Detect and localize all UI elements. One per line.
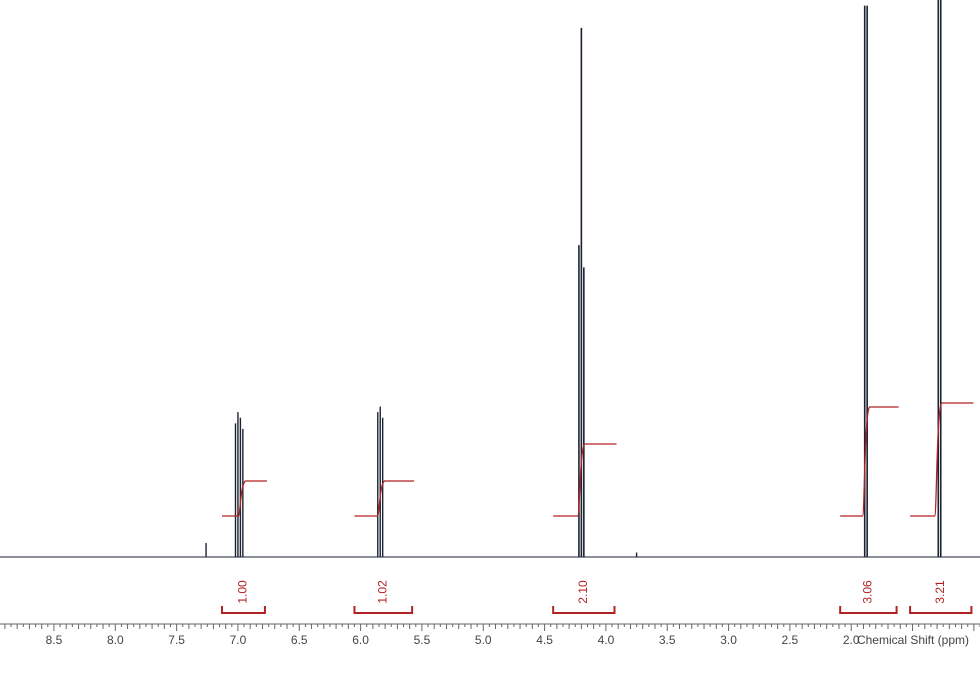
- x-tick-label: 7.5: [168, 633, 185, 647]
- integral-curve: [354, 480, 415, 517]
- integral-bracket: [552, 606, 616, 614]
- integral-value-label: 1.00: [236, 580, 250, 604]
- integral-value-label: 3.06: [861, 580, 875, 604]
- x-tick-label: 4.0: [598, 633, 615, 647]
- integral-bracket: [353, 606, 414, 614]
- x-tick-label: 6.5: [291, 633, 308, 647]
- integral-bracket: [221, 606, 266, 614]
- x-tick-label: 6.0: [352, 633, 369, 647]
- x-tick-label: 7.0: [230, 633, 247, 647]
- x-tick-label: 5.0: [475, 633, 492, 647]
- integrals-layer: 1.00 1.02 2.10 3.06 3.21: [221, 402, 974, 614]
- x-axis: 8.5 8.0 7.5 7.0 6.5 6.0 5.5 5.0 4.5 4.0 3.5 3.0 2.5 2…: [0, 623, 980, 647]
- x-tick-label: 2.0: [843, 633, 860, 647]
- integral-curve: [222, 480, 267, 517]
- spectrum-layer: [205, 0, 942, 557]
- integral-value-label: 3.21: [933, 580, 947, 604]
- x-tick-label: 3.5: [659, 633, 676, 647]
- integral-bracket: [909, 606, 973, 614]
- x-tick-label: 4.5: [536, 633, 553, 647]
- integral-curve: [910, 402, 974, 517]
- integral-bracket: [839, 606, 898, 614]
- x-tick-label: 5.5: [414, 633, 431, 647]
- x-tick-label: 8.5: [46, 633, 63, 647]
- x-tick-label: 3.0: [720, 633, 737, 647]
- x-tick-label: 8.0: [107, 633, 124, 647]
- x-axis-title: Chemical Shift (ppm): [857, 633, 969, 647]
- integral-curve: [840, 406, 899, 517]
- integral-value-label: 1.02: [375, 580, 389, 604]
- x-tick-label: 2.5: [782, 633, 799, 647]
- integral-value-label: 2.10: [576, 580, 590, 604]
- integral-curve: [553, 443, 617, 517]
